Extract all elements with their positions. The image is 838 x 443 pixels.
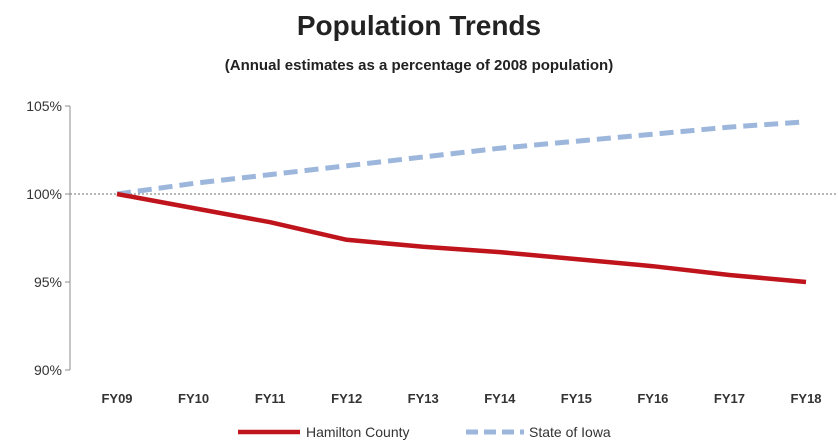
y-tick-label: 105% (26, 98, 62, 114)
x-tick-label: FY13 (408, 391, 439, 406)
y-axis: 90% 95% 100% 105% (26, 98, 71, 378)
x-tick-label: FY11 (255, 391, 285, 406)
x-axis: FY09 FY10 FY11 FY12 FY13 FY14 FY15 FY16 FY17 FY18 (101, 391, 821, 406)
series-line-hamilton-county (116, 191, 807, 285)
chart-subtitle: (Annual estimates as a percentage of 200… (224, 57, 614, 74)
x-tick-label: FY15 (561, 391, 592, 406)
x-tick-label: FY12 (331, 391, 362, 406)
x-tick-label: FY09 (101, 391, 132, 406)
legend-label: State of Iowa (529, 424, 611, 440)
x-tick-label: FY16 (637, 391, 668, 406)
y-tick-label: 95% (34, 274, 62, 290)
x-tick-label: FY10 (178, 391, 209, 406)
legend-label: Hamilton County (306, 424, 410, 440)
x-tick-label: FY17 (714, 391, 745, 406)
x-tick-label: FY14 (484, 391, 516, 406)
legend: Hamilton County State of Iowa (238, 424, 611, 440)
x-tick-label: FY18 (790, 391, 821, 406)
y-tick-label: 100% (26, 186, 62, 202)
series-line-state-of-iowa (116, 119, 807, 197)
series-layer (116, 119, 807, 285)
chart-title: Population Trends (296, 10, 542, 41)
y-tick-label: 90% (34, 362, 62, 378)
